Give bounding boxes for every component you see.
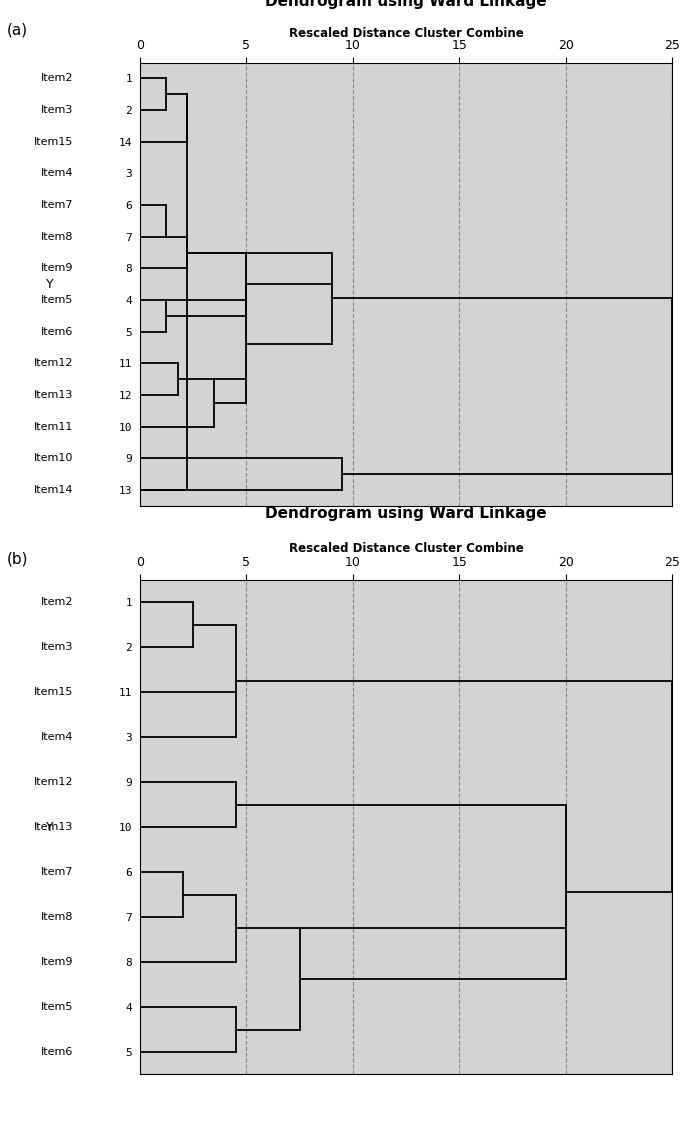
Text: Item8: Item8 <box>41 912 74 922</box>
Text: Item3: Item3 <box>41 105 74 115</box>
Text: Item6: Item6 <box>41 326 74 337</box>
Y-axis label: Y: Y <box>46 277 53 291</box>
Text: Item12: Item12 <box>34 778 74 787</box>
Text: Item10: Item10 <box>34 454 74 464</box>
Text: Item8: Item8 <box>41 232 74 242</box>
Text: Item7: Item7 <box>41 868 74 877</box>
Text: (b): (b) <box>7 551 29 566</box>
Text: Item7: Item7 <box>41 200 74 210</box>
Text: Item9: Item9 <box>41 957 74 968</box>
Text: Item12: Item12 <box>34 358 74 368</box>
Text: Rescaled Distance Cluster Combine: Rescaled Distance Cluster Combine <box>288 542 524 555</box>
Text: Dendrogram using Ward Linkage: Dendrogram using Ward Linkage <box>265 0 547 9</box>
Text: Item14: Item14 <box>34 485 74 495</box>
Text: Item3: Item3 <box>41 642 74 653</box>
Text: Item15: Item15 <box>34 687 74 697</box>
Text: Item4: Item4 <box>41 732 74 742</box>
Text: Item6: Item6 <box>41 1047 74 1057</box>
Text: Item2: Item2 <box>41 597 74 607</box>
Text: Item4: Item4 <box>41 168 74 179</box>
Text: Item15: Item15 <box>34 136 74 147</box>
Text: Dendrogram using Ward Linkage: Dendrogram using Ward Linkage <box>265 506 547 521</box>
Text: Item5: Item5 <box>41 1002 74 1012</box>
Text: Item13: Item13 <box>34 390 74 400</box>
Text: Rescaled Distance Cluster Combine: Rescaled Distance Cluster Combine <box>288 27 524 40</box>
Text: Item11: Item11 <box>34 422 74 432</box>
Text: Item9: Item9 <box>41 264 74 273</box>
Text: Item2: Item2 <box>41 74 74 83</box>
Text: (a): (a) <box>7 23 28 38</box>
Y-axis label: Y: Y <box>46 821 53 833</box>
Text: Item13: Item13 <box>34 822 74 832</box>
Text: Item5: Item5 <box>41 296 74 305</box>
